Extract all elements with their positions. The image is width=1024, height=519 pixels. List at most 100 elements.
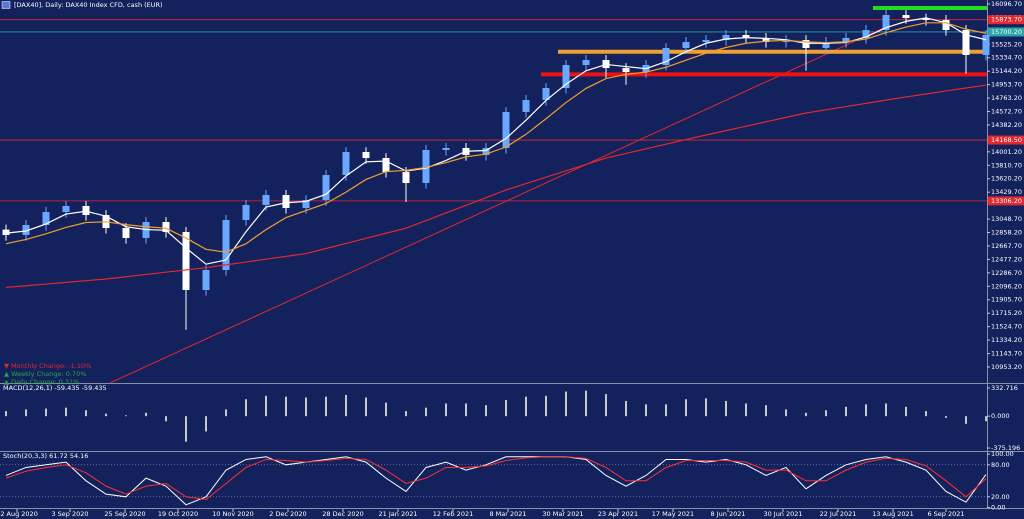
candle-body xyxy=(382,158,390,172)
price-level-label: 14168.50 xyxy=(991,136,1022,144)
macd-bar xyxy=(405,411,407,417)
x-tick-label: 19 Oct 2020 xyxy=(158,510,198,518)
y-tick-label: 0.00 xyxy=(991,503,1005,511)
macd-bar xyxy=(305,397,307,417)
candle-body xyxy=(122,228,130,238)
macd-bar xyxy=(365,397,367,417)
macd-bar xyxy=(185,416,187,442)
macd-bar xyxy=(145,412,147,417)
candle-body xyxy=(302,200,310,208)
price-level-label: 15700.20 xyxy=(991,28,1022,36)
trendline xyxy=(109,24,891,384)
macd-bar xyxy=(725,400,727,417)
moving-average xyxy=(5,84,987,289)
macd-bar xyxy=(265,395,267,417)
price-level-box xyxy=(988,27,1024,37)
candle-body xyxy=(762,37,770,42)
y-tick-label: 80.00 xyxy=(991,461,1010,469)
x-tick-label: 8 Jun 2021 xyxy=(711,510,746,518)
macd-bar xyxy=(125,415,127,417)
macd-bar xyxy=(485,405,487,417)
x-tick-label: 23 Apr 2021 xyxy=(598,510,638,518)
macd-bar xyxy=(25,409,27,417)
y-tick-label: 10953.20 xyxy=(991,363,1022,371)
y-tick-label: 15334.70 xyxy=(991,54,1022,62)
candle-body xyxy=(442,147,450,150)
change-annotation: ▲ Daily Change: 0.31% xyxy=(4,378,79,386)
y-tick-label: 11905.70 xyxy=(991,296,1022,304)
y-tick-label: 20.00 xyxy=(991,493,1010,501)
price-level-label: 13306.20 xyxy=(991,197,1022,205)
macd-bar xyxy=(445,403,447,417)
macd-bar xyxy=(885,403,887,417)
change-annotation: ▲ Weekly Change: 0.70% xyxy=(4,370,86,378)
y-tick-label: 15144.20 xyxy=(991,67,1022,75)
price-level-box xyxy=(988,196,1024,206)
y-tick-label: 13429.70 xyxy=(991,188,1022,196)
y-tick-label: 15525.20 xyxy=(991,40,1022,48)
macd-bar xyxy=(105,413,107,417)
x-tick-label: 30 Mar 2021 xyxy=(542,510,583,518)
candle-body xyxy=(502,111,510,148)
candle-body xyxy=(262,194,270,206)
macd-bar xyxy=(465,403,467,417)
macd-bar xyxy=(845,406,847,417)
candle-body xyxy=(322,175,330,201)
macd-bar xyxy=(965,416,967,424)
y-tick-label: 11715.20 xyxy=(991,309,1022,317)
macd-bar xyxy=(245,399,247,417)
macd-bar xyxy=(745,403,747,417)
y-tick-label: 12667.70 xyxy=(991,242,1022,250)
panel-title: Stoch(20,3,3) 61.72 54.16 xyxy=(3,452,88,460)
y-tick-label: 12858.20 xyxy=(991,229,1022,237)
candle-body xyxy=(282,194,290,208)
candle-body xyxy=(402,171,410,183)
price-level-box xyxy=(988,15,1024,25)
y-tick-label: 100.00 xyxy=(991,450,1014,458)
macd-bar xyxy=(785,409,787,417)
x-tick-label: 3 Sep 2020 xyxy=(51,510,88,518)
y-tick-label: -375.196 xyxy=(991,444,1020,452)
moving-average xyxy=(5,17,987,265)
y-tick-label: 14382.20 xyxy=(991,121,1022,129)
macd-bar xyxy=(925,411,927,417)
x-tick-label: 28 Dec 2020 xyxy=(322,510,364,518)
macd-bar xyxy=(905,406,907,417)
y-tick-label: 13620.20 xyxy=(991,175,1022,183)
candle-body xyxy=(62,206,70,213)
macd-bar xyxy=(85,410,87,417)
y-tick-label: 12286.70 xyxy=(991,269,1022,277)
macd-bar xyxy=(425,407,427,417)
macd-bar xyxy=(985,416,987,422)
candle-body xyxy=(342,152,350,176)
macd-bar xyxy=(645,404,647,417)
macd-bar xyxy=(345,394,347,417)
x-tick-label: 17 May 2021 xyxy=(652,510,694,518)
macd-bar xyxy=(585,390,587,417)
candle-body xyxy=(942,19,950,30)
x-tick-label: 13 Aug 2021 xyxy=(872,510,914,518)
macd-bar xyxy=(205,416,207,432)
candle-body xyxy=(582,59,590,65)
y-tick-label: 14953.70 xyxy=(991,81,1022,89)
candle-body xyxy=(562,64,570,89)
candle-body xyxy=(922,17,930,20)
y-tick-label: 14001.20 xyxy=(991,148,1022,156)
y-tick-label: 12096.20 xyxy=(991,282,1022,290)
candle-body xyxy=(902,15,910,18)
change-annotation: ▼ Monthly Change: -1.10% xyxy=(4,362,91,370)
candle-body xyxy=(862,29,870,38)
price-level-box xyxy=(988,135,1024,145)
candle-body xyxy=(842,37,850,42)
candle-body xyxy=(802,40,810,48)
macd-bar xyxy=(5,411,7,417)
macd-bar xyxy=(865,404,867,417)
price-level-label: 15873.70 xyxy=(991,16,1022,24)
candle-body xyxy=(482,147,490,155)
y-tick-label: 332.716 xyxy=(991,384,1018,392)
macd-bar xyxy=(525,396,527,417)
candle-body xyxy=(662,47,670,65)
y-tick-label: 12477.20 xyxy=(991,255,1022,263)
y-tick-label: 11334.20 xyxy=(991,336,1022,344)
y-tick-label: 16096.70 xyxy=(991,0,1022,8)
